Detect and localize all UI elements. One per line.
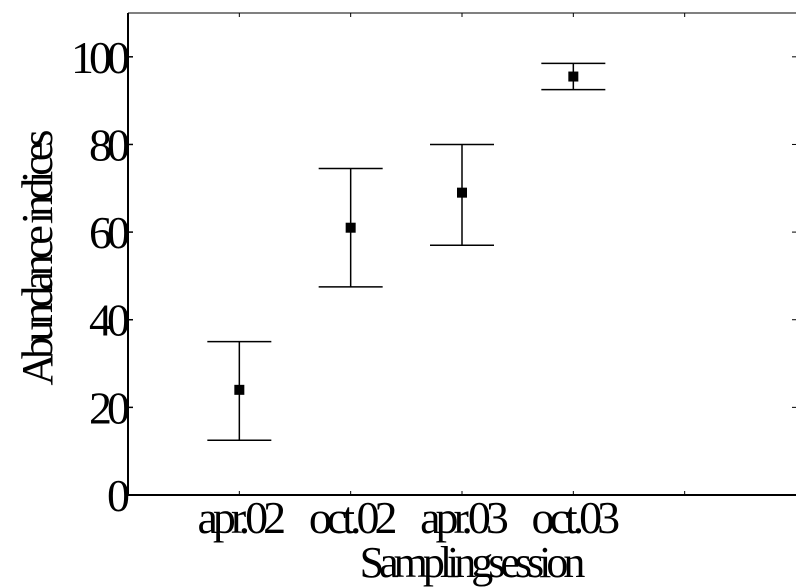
x-axis-ticks: apr.02 oct.02 apr.03 oct.03: [127, 13, 686, 543]
x-axis-title: Samplingsession: [360, 538, 586, 587]
plot-frame: [127, 12, 796, 496]
y-tick-label: 40: [89, 295, 129, 346]
mean-marker: [234, 384, 245, 395]
y-tick-label: 20: [89, 382, 129, 433]
y-tick-label: 80: [89, 119, 129, 170]
mean-marker: [457, 187, 467, 198]
data-marks: [207, 62, 606, 441]
x-tick-label: oct.03: [531, 492, 619, 543]
y-tick-label: 60: [89, 207, 129, 258]
mean-marker: [568, 71, 579, 82]
y-tick-label: 0: [107, 470, 129, 521]
y-tick-label: 100: [71, 32, 129, 83]
y-axis-title: Abundance indices: [13, 131, 62, 386]
x-tick-label: oct.02: [309, 492, 396, 543]
mean-marker: [345, 222, 356, 233]
x-tick-label: apr.03: [420, 492, 508, 543]
x-tick-label: apr.02: [197, 492, 284, 543]
y-axis-ticks: 0 20 40 60 80 100: [71, 32, 796, 521]
